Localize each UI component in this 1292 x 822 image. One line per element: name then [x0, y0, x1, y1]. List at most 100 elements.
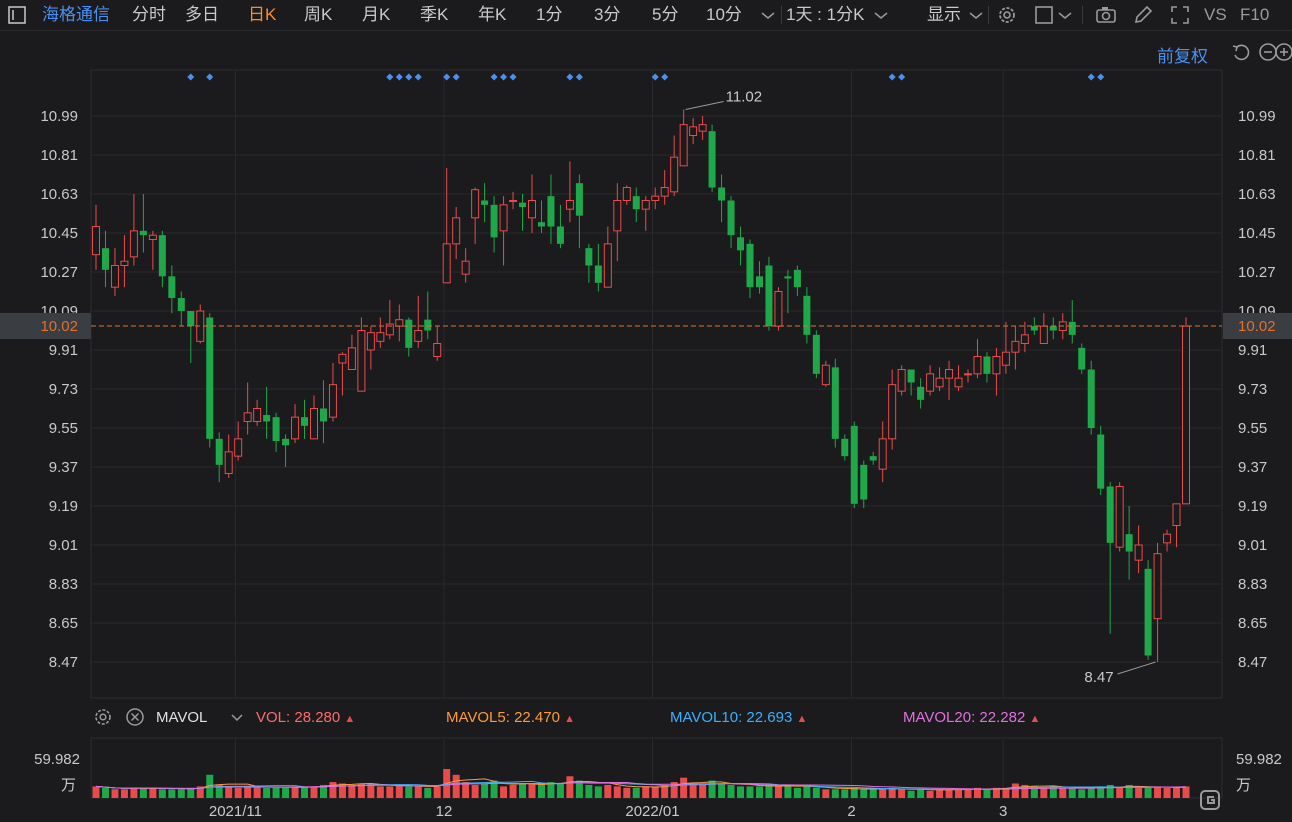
mavol5-line	[95, 778, 1187, 791]
candle-body	[1134, 544, 1143, 561]
f10-button[interactable]: F10	[1240, 5, 1270, 24]
price-tick-left: 9.73	[49, 381, 78, 398]
candle-body	[641, 200, 650, 210]
candle-body	[310, 408, 318, 440]
candle-body	[405, 319, 413, 348]
price-tick-right: 10.81	[1238, 147, 1276, 164]
indicator-close-icon[interactable]	[124, 706, 146, 732]
candle-body	[878, 438, 887, 470]
event-marker	[566, 73, 574, 81]
date-tick: 3	[999, 803, 1007, 820]
indicator-name[interactable]: MAVOL	[156, 709, 208, 726]
tab-10min[interactable]: 10分	[706, 5, 742, 24]
stock-name[interactable]: 海格通信	[42, 5, 110, 24]
layout-chevron-icon[interactable]	[1053, 3, 1077, 27]
tab-daily-k[interactable]: 日K	[248, 5, 277, 24]
undo-icon[interactable]	[1229, 40, 1253, 64]
volume-bar	[414, 786, 422, 798]
candle-body	[907, 369, 915, 383]
candle	[120, 235, 129, 288]
candle-body	[461, 260, 470, 275]
candle-body	[319, 408, 327, 422]
camera-icon[interactable]	[1094, 3, 1118, 27]
candle-body	[481, 200, 489, 205]
vs-button[interactable]: VS	[1204, 5, 1227, 24]
volume-bar	[1021, 784, 1029, 798]
divider	[1082, 6, 1083, 24]
gear-icon[interactable]	[995, 3, 1019, 27]
tab-quarterly-k[interactable]: 季K	[420, 5, 449, 24]
candle-body	[338, 353, 347, 364]
tab-monthly-k[interactable]: 月K	[362, 5, 391, 24]
candle	[651, 187, 660, 210]
volume-bar	[898, 789, 906, 798]
zoom-in-icon[interactable]	[1272, 40, 1292, 64]
event-markers	[187, 73, 1105, 81]
tab-duori[interactable]: 多日	[185, 5, 219, 24]
pencil-icon[interactable]	[1131, 3, 1155, 27]
volume-bar	[850, 787, 858, 798]
candle	[679, 109, 688, 167]
candle-body	[158, 235, 166, 277]
fullscreen-icon[interactable]	[1168, 3, 1192, 27]
display-chevron-icon[interactable]	[964, 3, 988, 27]
price-tick-right: 10.09	[1238, 303, 1276, 320]
divider	[988, 6, 989, 24]
current-price-label-right: 10.02	[1238, 318, 1276, 335]
tab-fenshi[interactable]: 分时	[132, 5, 166, 24]
candle	[139, 194, 147, 253]
event-marker	[452, 73, 460, 81]
price-tick-left: 10.27	[40, 264, 78, 281]
price-tick-left: 10.99	[40, 108, 78, 125]
more-periods-chevron-icon[interactable]	[756, 3, 780, 27]
volume-bar	[319, 784, 327, 798]
high-leader-line	[685, 101, 724, 110]
candle	[92, 204, 100, 270]
layout-square-icon[interactable]	[1032, 3, 1056, 27]
period-chevron-icon[interactable]	[869, 3, 893, 27]
tab-yearly-k[interactable]: 年K	[478, 5, 507, 24]
tab-5min[interactable]: 5分	[652, 5, 679, 24]
adjustment-mode-label[interactable]: 前复权	[1157, 47, 1208, 66]
volume-bar	[812, 787, 820, 798]
display-menu[interactable]: 显示	[927, 5, 961, 24]
candle-body	[841, 438, 849, 457]
mavol5-value: MAVOL5: 22.470 ▲	[446, 709, 576, 726]
sidebar-toggle-icon[interactable]	[6, 3, 30, 27]
candle	[1078, 343, 1086, 374]
high-low-labels: 11.02 8.47	[685, 89, 1156, 686]
volume-bar	[983, 789, 991, 798]
volume-bar	[1059, 787, 1067, 798]
volume-panel-frame	[90, 737, 1223, 799]
volume-bar	[471, 784, 479, 798]
event-marker	[414, 73, 422, 81]
candle-body	[1115, 486, 1124, 548]
price-tick-left: 8.47	[49, 654, 78, 671]
candle-body	[765, 265, 773, 327]
candle-body	[1163, 533, 1172, 544]
volume-bar	[452, 774, 460, 798]
volume-axis-top-left: 59.982	[34, 751, 80, 768]
candle-body	[1087, 369, 1095, 428]
volume-axis-unit-right: 万	[1236, 777, 1251, 794]
candles	[92, 109, 1190, 662]
volume-bar	[1106, 784, 1114, 798]
indicator-gear-icon[interactable]	[92, 706, 114, 732]
candle-body	[528, 200, 536, 219]
volume-bar	[831, 789, 839, 798]
date-tick: 12	[436, 803, 453, 820]
candle	[129, 194, 138, 266]
candle	[603, 226, 612, 288]
volume-bar	[755, 786, 763, 798]
tab-3min[interactable]: 3分	[594, 5, 621, 24]
date-tick: 2021/11	[209, 803, 262, 820]
tab-1min[interactable]: 1分	[536, 5, 563, 24]
tab-weekly-k[interactable]: 周K	[304, 5, 333, 24]
indicator-chevron-icon[interactable]	[226, 706, 248, 732]
volume-bar	[708, 780, 716, 798]
high-price-label: 11.02	[726, 89, 762, 106]
price-tick-right: 10.45	[1238, 225, 1276, 242]
period-select[interactable]: 1天 : 1分K	[786, 5, 865, 24]
candle-body	[973, 356, 982, 375]
